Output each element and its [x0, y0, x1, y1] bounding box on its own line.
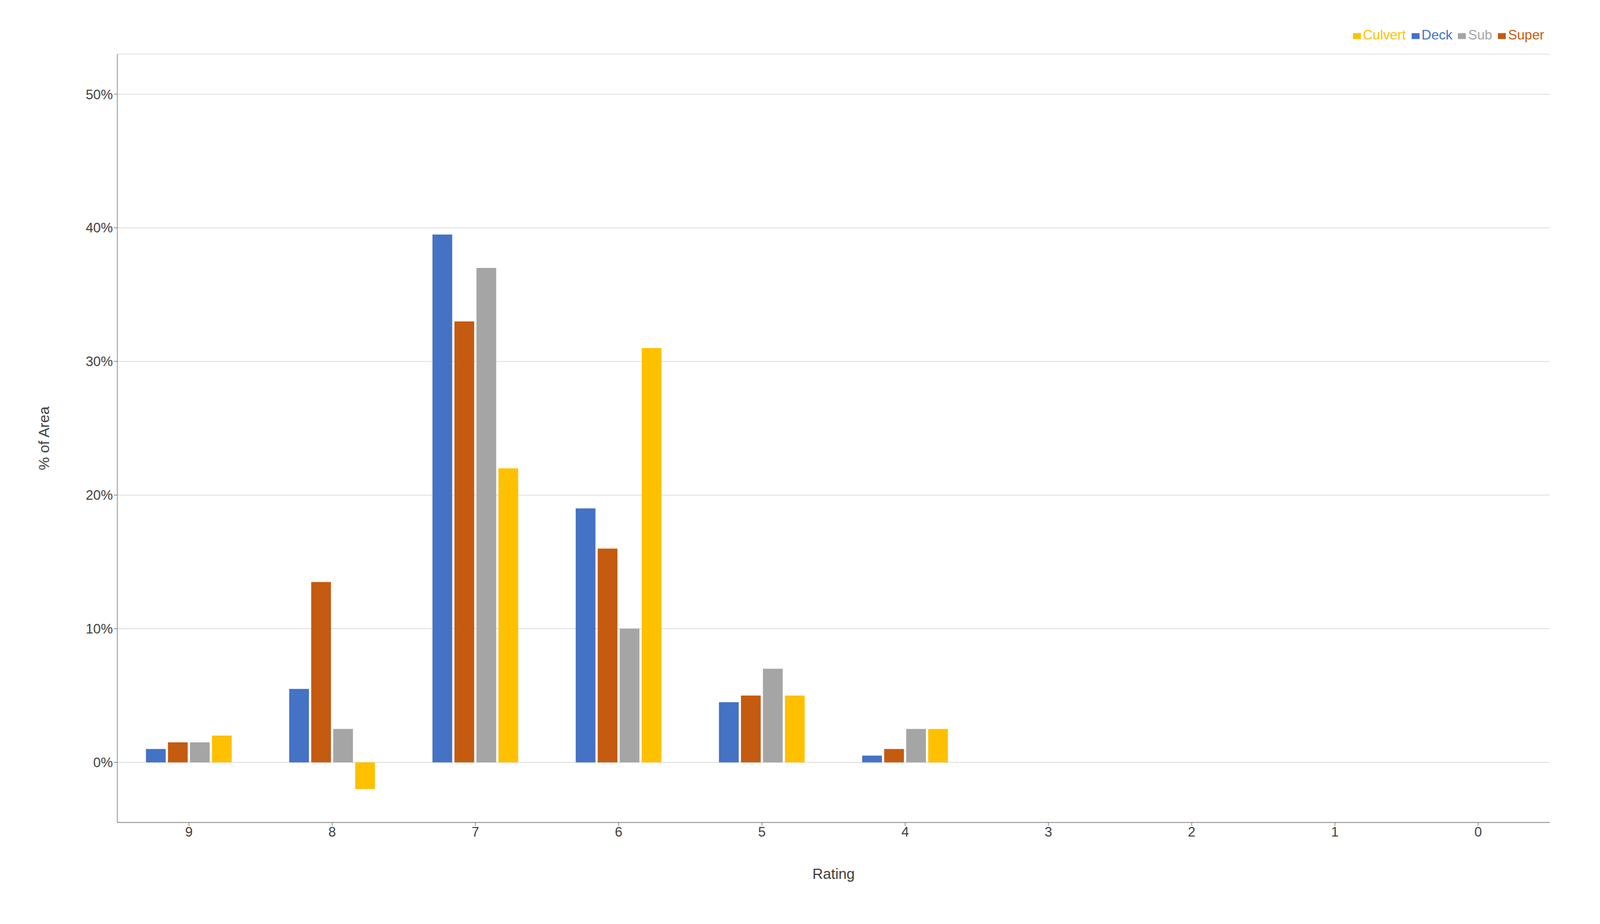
svg-text:7: 7 [471, 823, 479, 840]
svg-text:20%: 20% [85, 487, 113, 503]
svg-text:0%: 0% [93, 754, 113, 770]
html-text:Super: Super [1508, 27, 1545, 43]
svg-text:6: 6 [614, 823, 623, 840]
html-text:Culvert: Culvert [1362, 27, 1406, 43]
svg-text:30%: 30% [85, 353, 113, 369]
svg-text:2: 2 [1187, 823, 1196, 840]
svg-text:8: 8 [328, 823, 336, 840]
svg-text:1: 1 [1330, 823, 1339, 840]
svg-text:9: 9 [184, 823, 193, 840]
html-text:Deck: Deck [1421, 27, 1453, 43]
svg-text:0: 0 [1474, 823, 1482, 840]
html-text:Sub: Sub [1468, 27, 1493, 43]
svg-text:4: 4 [901, 823, 909, 840]
svg-text:10%: 10% [85, 620, 113, 637]
svg-text:3: 3 [1044, 823, 1052, 840]
svg-text:5: 5 [757, 823, 766, 840]
svg-text:40%: 40% [85, 219, 113, 236]
svg-text:50%: 50% [85, 86, 113, 103]
svg-text:Rating: Rating [812, 865, 855, 883]
svg-text:% of Area: % of Area [35, 406, 53, 470]
